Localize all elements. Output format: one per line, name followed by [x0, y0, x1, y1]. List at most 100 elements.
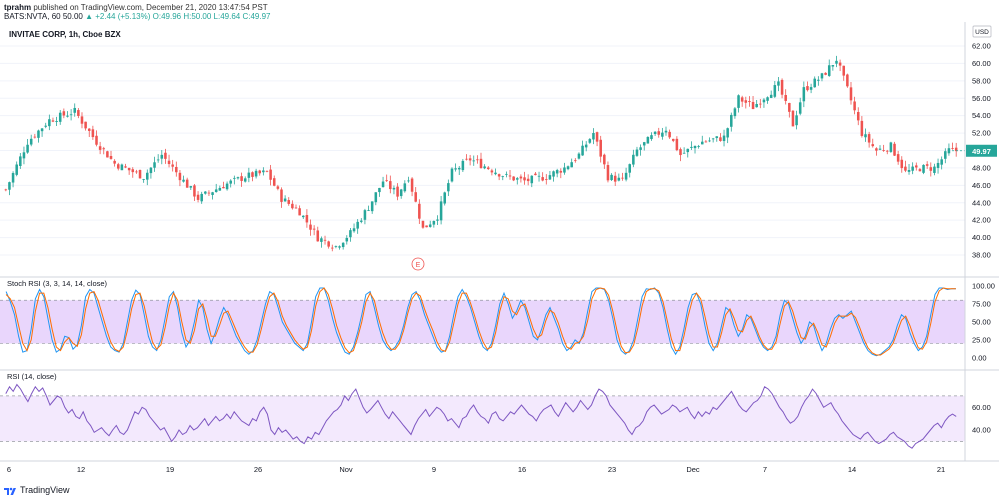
candle-body: [156, 159, 160, 161]
candle-body: [312, 228, 316, 230]
time-tick-label: Dec: [686, 465, 700, 474]
candle-body: [66, 115, 69, 117]
candle-body: [599, 139, 602, 157]
candle-body: [516, 178, 519, 180]
candle-body: [8, 182, 11, 190]
candle-body: [889, 142, 893, 152]
last-price-value: 49.97: [972, 147, 991, 156]
price-tick-label: 56.00: [972, 94, 991, 103]
candle-body: [798, 102, 802, 114]
candle-body: [298, 208, 301, 216]
candle-body: [439, 201, 443, 221]
time-tick-label: 12: [77, 465, 85, 474]
candle-body: [809, 87, 813, 90]
candle-body: [167, 160, 171, 165]
candle-body: [69, 114, 73, 116]
candle-body: [4, 189, 8, 191]
rsi-pane[interactable]: RSI (14, close): [0, 372, 965, 449]
candle-body: [483, 166, 486, 169]
candle-body: [682, 152, 686, 154]
rsi-grid: [0, 383, 965, 449]
candle-body: [29, 138, 33, 145]
candle-body: [762, 99, 766, 103]
oscillator-tick-label: 75.00: [972, 299, 991, 308]
candle-body: [552, 171, 555, 177]
earnings-event-marker[interactable]: E: [411, 257, 425, 271]
currency-box[interactable]: [972, 25, 992, 38]
candle-body: [389, 181, 392, 190]
candle-body: [777, 81, 780, 86]
candle-body: [541, 177, 544, 181]
candle-body: [715, 136, 719, 139]
candle-body: [668, 131, 671, 138]
time-axis[interactable]: 6 12 19 26 Nov 9 16 23 Dec 7 14 21: [7, 465, 945, 474]
candle-body: [73, 107, 77, 113]
candle-body: [690, 146, 693, 148]
candle-body: [911, 166, 914, 171]
rsi-title: RSI (14, close): [7, 372, 57, 381]
candle-body: [501, 176, 505, 178]
candle-body: [486, 167, 490, 170]
candle-body: [58, 112, 62, 122]
candle-body: [138, 169, 142, 179]
stoch-rsi-pane[interactable]: Stoch RSI (3, 3, 14, 14, close): [0, 279, 965, 357]
symbol-title: INVITAE CORP, 1h, Cboe BZX: [9, 30, 121, 39]
candle-body: [447, 183, 450, 192]
candle-body: [827, 65, 831, 76]
candle-body: [661, 132, 664, 137]
candle-body: [936, 162, 940, 168]
candle-body: [726, 128, 729, 138]
candle-body: [11, 173, 15, 183]
candle-body: [766, 97, 769, 101]
time-tick-label: 6: [7, 465, 11, 474]
band-fill: [0, 395, 965, 442]
candle-body: [733, 108, 737, 117]
candle-body: [418, 203, 421, 219]
candle-body: [283, 198, 287, 202]
candle-body: [820, 73, 824, 79]
band-fill: [0, 300, 965, 344]
candle-body: [352, 228, 356, 232]
candle-body: [846, 74, 849, 87]
candle-body: [55, 121, 58, 123]
candle-body: [784, 95, 787, 101]
candle-body: [196, 194, 200, 200]
candle-body: [106, 151, 109, 158]
candle-body: [711, 138, 715, 140]
candle-body: [291, 203, 294, 209]
stoch-grid: [0, 287, 965, 357]
candle-body: [563, 167, 566, 173]
tradingview-logo-icon[interactable]: [4, 485, 16, 495]
candle-body: [229, 180, 232, 184]
candle-body: [153, 162, 156, 168]
price-tick-label: 38.00: [972, 251, 991, 260]
price-tick-label: 48.00: [972, 163, 991, 172]
candle-body: [305, 215, 309, 223]
price-axis[interactable]: USD 62.00 60.00 58.00 56.00 54.00 52.00 50.00 4…: [972, 25, 995, 435]
candle-body: [146, 172, 149, 180]
candle-body: [309, 224, 312, 230]
candle-body: [51, 120, 55, 122]
candle-body: [91, 129, 95, 138]
candle-body: [327, 241, 330, 247]
candle-body: [233, 177, 236, 179]
candle-body: [907, 170, 911, 172]
candle-body: [399, 189, 403, 197]
candle-body: [708, 140, 711, 142]
candle-body: [744, 100, 748, 103]
candle-body: [592, 133, 595, 140]
candle-body: [26, 144, 29, 153]
candle-body: [131, 169, 135, 173]
candle-body: [842, 65, 846, 76]
publish-line: tprahm published on TradingView.com, Dec…: [4, 3, 268, 12]
footer-brand[interactable]: TradingView: [20, 485, 70, 495]
candle-body: [425, 225, 428, 228]
author[interactable]: tprahm: [4, 3, 32, 12]
candle-body: [338, 246, 341, 248]
price-pane[interactable]: INVITAE CORP, 1h, Cboe BZX E: [0, 22, 965, 277]
event-circle: [411, 257, 425, 271]
candle-body: [457, 167, 461, 170]
candle-body: [646, 136, 650, 144]
candle-body: [545, 179, 548, 180]
